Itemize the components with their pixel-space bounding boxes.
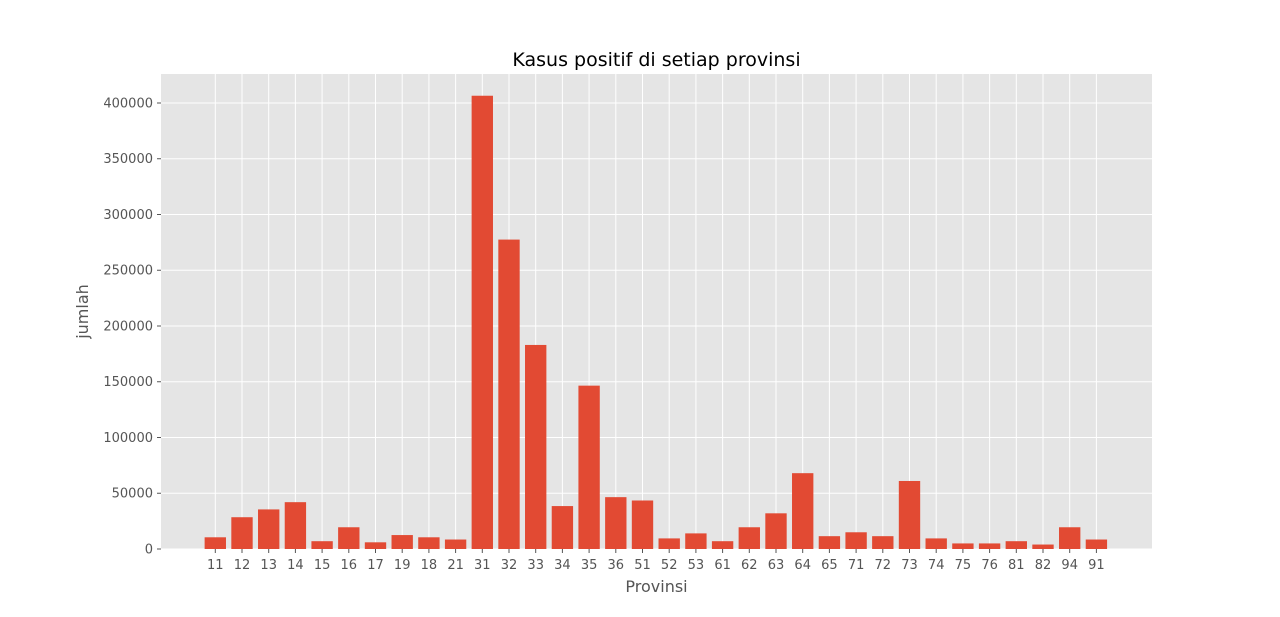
x-axis-label: Provinsi [625, 577, 687, 596]
bar-63 [765, 513, 787, 549]
bar-18 [418, 537, 440, 549]
x-tick-label: 32 [501, 558, 518, 573]
bar-34 [551, 506, 574, 549]
x-tick-label: 14 [287, 558, 304, 573]
chart-title: Kasus positif di setiap provinsi [512, 49, 800, 71]
bar-91 [1085, 539, 1108, 549]
bar-72 [872, 536, 894, 549]
x-tick-label: 81 [1008, 558, 1025, 573]
y-axis-label: jumlah [73, 284, 92, 340]
y-tick-label: 0 [145, 543, 153, 558]
x-tick-label: 72 [875, 558, 892, 573]
bar-31 [471, 95, 493, 550]
bar-12 [231, 517, 253, 549]
bar-17 [364, 542, 387, 549]
bar-21 [444, 539, 467, 549]
bar-75 [952, 543, 974, 549]
x-tick-label: 18 [421, 558, 438, 573]
x-tick-label: 65 [821, 558, 838, 573]
bar-19 [391, 535, 413, 549]
x-tick-label: 34 [554, 558, 571, 573]
y-tick-label: 100000 [103, 431, 153, 446]
bar-35 [578, 385, 600, 549]
y-axis-ticks: 0 50000 100000 150000 200000 250000 300000 3500… [103, 96, 161, 558]
bar-76 [978, 543, 1001, 549]
y-tick-label: 400000 [103, 96, 153, 111]
y-tick-label: 300000 [103, 208, 153, 223]
x-tick-label: 62 [741, 558, 758, 573]
x-tick-label: 63 [768, 558, 785, 573]
x-tick-label: 76 [981, 558, 998, 573]
bar-36 [605, 497, 627, 549]
bar-62 [738, 527, 760, 549]
x-tick-label: 61 [714, 558, 731, 573]
bar-73 [898, 480, 921, 549]
grid-lines [161, 74, 1152, 550]
bar-94 [1059, 527, 1081, 549]
bar-33 [525, 344, 547, 549]
x-tick-label: 36 [608, 558, 625, 573]
bar-65 [818, 536, 841, 549]
bar-74 [925, 538, 947, 549]
bar-15 [311, 541, 333, 549]
x-tick-label: 21 [447, 558, 464, 573]
bar-61 [711, 541, 734, 549]
x-tick-label: 82 [1035, 558, 1052, 573]
bar-13 [258, 509, 280, 549]
bars [204, 95, 1108, 550]
x-tick-label: 74 [928, 558, 945, 573]
x-axis-ticks: 11 12 13 14 15 16 17 19 18 21 31 32 33 34 35 36 51 52 53 61… [207, 549, 1105, 573]
x-tick-label: 71 [848, 558, 865, 573]
plot-area [161, 74, 1152, 549]
bar-51 [631, 500, 654, 549]
bar-81 [1005, 541, 1027, 549]
x-tick-label: 31 [474, 558, 491, 573]
bar-82 [1032, 544, 1054, 549]
bar-71 [845, 532, 867, 549]
x-tick-label: 13 [260, 558, 277, 573]
bar-16 [338, 527, 360, 549]
x-tick-label: 35 [581, 558, 598, 573]
y-tick-label: 350000 [103, 152, 153, 167]
x-tick-label: 15 [314, 558, 331, 573]
x-tick-label: 19 [394, 558, 411, 573]
x-tick-label: 33 [527, 558, 544, 573]
bar-53 [685, 533, 707, 549]
x-tick-label: 91 [1088, 558, 1105, 573]
x-tick-label: 73 [901, 558, 918, 573]
bar-32 [498, 239, 520, 549]
bar-64 [792, 473, 814, 549]
x-tick-label: 94 [1061, 558, 1078, 573]
bar-52 [658, 538, 680, 549]
x-tick-label: 16 [341, 558, 358, 573]
y-tick-label: 200000 [103, 319, 153, 334]
x-tick-label: 12 [234, 558, 251, 573]
x-tick-label: 53 [688, 558, 705, 573]
bar-11 [204, 537, 226, 549]
x-tick-label: 11 [207, 558, 224, 573]
y-tick-label: 50000 [112, 487, 153, 502]
x-tick-label: 51 [634, 558, 651, 573]
y-tick-label: 250000 [103, 264, 153, 279]
x-tick-label: 75 [955, 558, 972, 573]
x-tick-label: 64 [794, 558, 811, 573]
y-tick-label: 150000 [103, 375, 153, 390]
x-tick-label: 17 [367, 558, 384, 573]
x-tick-label: 52 [661, 558, 678, 573]
bar-14 [284, 502, 307, 549]
